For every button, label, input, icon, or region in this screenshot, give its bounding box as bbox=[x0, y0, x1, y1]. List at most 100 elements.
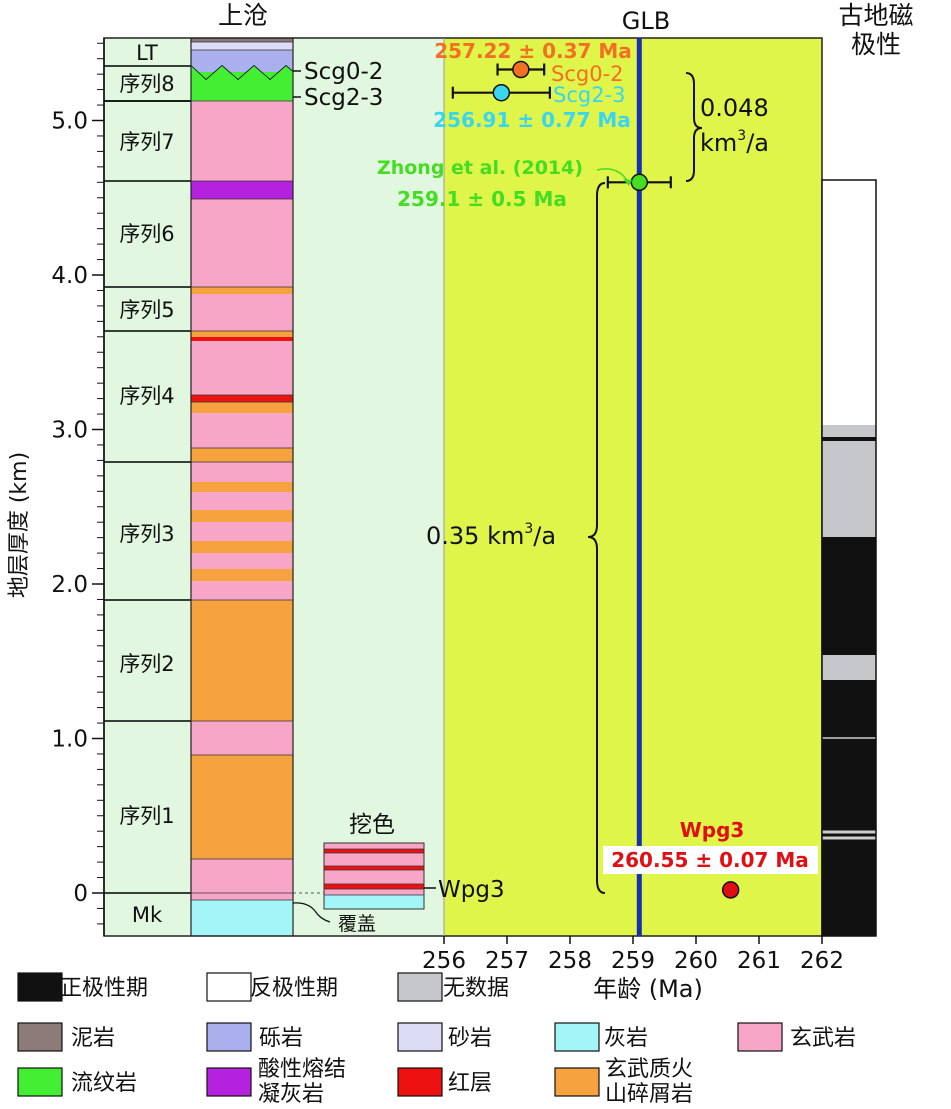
x-tick-label: 262 bbox=[800, 948, 844, 974]
legend-swatch-r2-0 bbox=[17, 1022, 63, 1052]
zhong-ref-label: Zhong et al. (2014) bbox=[377, 157, 583, 179]
litho-layer-basalt bbox=[191, 859, 293, 893]
upper-rate-unit: km3/a bbox=[700, 128, 769, 157]
upper-rate-value: 0.048 bbox=[700, 94, 769, 122]
unit-label-seq2: 序列2 bbox=[119, 652, 174, 676]
unit-label-seq8: 序列8 bbox=[119, 72, 174, 96]
litho-layer-redbed bbox=[191, 395, 293, 402]
y-axis-label: 地层厚度 (km) bbox=[7, 452, 32, 598]
wase-layer-redbed bbox=[324, 866, 424, 870]
y-axis: 0 1.0 2.0 3.0 4.0 5.0 bbox=[51, 38, 105, 936]
x-axis-label: 年龄 (Ma) bbox=[593, 975, 703, 1003]
x-tick-label: 256 bbox=[422, 948, 466, 974]
polarity-band-normal bbox=[822, 437, 876, 441]
x-axis: 256 257 258 259 260 261 262 bbox=[422, 936, 844, 974]
zhong-arrow-head bbox=[623, 179, 632, 186]
zigzag-fill bbox=[191, 66, 293, 82]
y-tick-label: 4.0 bbox=[51, 263, 88, 289]
legend-label-r3-3-a: 玄武质火 bbox=[605, 1057, 693, 1082]
litho-layer-basalt bbox=[191, 893, 293, 900]
polarity-band-reverse bbox=[822, 180, 876, 425]
litho-layer-volcaniclastic bbox=[191, 600, 293, 721]
litho-layer-sandstone bbox=[191, 42, 293, 50]
unit-label-lt: LT bbox=[136, 41, 158, 65]
glb-label: GLB bbox=[622, 7, 670, 35]
scg02-point-label: Scg0-2 bbox=[551, 62, 624, 86]
litho-layer-basalt bbox=[191, 199, 293, 287]
paleomag-frame bbox=[821, 179, 877, 937]
legend-swatch-r3-0 bbox=[17, 1067, 63, 1097]
legend-label-r3-0: 流纹岩 bbox=[71, 1071, 137, 1096]
y-tick-label: 1.0 bbox=[51, 727, 88, 753]
litho-layer-tuff bbox=[191, 181, 293, 199]
unit-label-seq6: 序列6 bbox=[119, 222, 174, 246]
legend-swatch-0 bbox=[17, 972, 63, 1002]
y-tick-label: 0 bbox=[73, 881, 88, 907]
age-data-points bbox=[451, 60, 740, 899]
wpg3-age-label-bg bbox=[603, 846, 818, 874]
wase-layer-basalt bbox=[324, 870, 424, 884]
litho-layer-basalt bbox=[191, 581, 293, 600]
section-title: 上沧 bbox=[218, 1, 268, 30]
wase-layer-basalt bbox=[324, 853, 424, 866]
litho-layer-volcaniclastic bbox=[191, 569, 293, 581]
litho-layer-basalt bbox=[191, 341, 293, 395]
scg02-side-label: Scg0-2 bbox=[304, 59, 383, 85]
legend-label-1: 反极性期 bbox=[250, 976, 338, 1001]
lithology-column bbox=[190, 38, 294, 936]
polarity-band-nodata bbox=[822, 441, 876, 537]
y-tick-label: 2.0 bbox=[51, 572, 88, 598]
legend-swatch-r2-2 bbox=[397, 1022, 443, 1052]
wase-inset-column bbox=[323, 842, 425, 910]
x-tick-label: 259 bbox=[611, 948, 655, 974]
upper-rate-brace bbox=[685, 72, 703, 182]
polarity-band-normal bbox=[822, 680, 876, 936]
data-point-0 bbox=[512, 60, 530, 79]
y-tick-label: 3.0 bbox=[51, 418, 88, 444]
legend-swatch-1 bbox=[206, 972, 252, 1002]
legend-swatch-r2-1 bbox=[206, 1022, 252, 1052]
wase-frame bbox=[323, 842, 425, 910]
paleomag-column bbox=[821, 179, 877, 937]
x-tick-label: 257 bbox=[485, 948, 529, 974]
scg02-age-label: 257.22 ± 0.37 Ma bbox=[434, 39, 632, 63]
legend-label-r2-1: 砾岩 bbox=[259, 1026, 303, 1051]
legend-swatch-r3-3 bbox=[554, 1067, 600, 1097]
legend-label-r3-1-b: 凝灰岩 bbox=[258, 1082, 324, 1107]
litho-layer-basalt bbox=[191, 721, 293, 755]
legend-swatch-r3-1 bbox=[206, 1067, 252, 1097]
litho-layer-volcaniclastic bbox=[191, 331, 293, 337]
litho-layer-basalt bbox=[191, 522, 293, 541]
wase-layer-redbed bbox=[324, 884, 424, 889]
litho-layer-basalt bbox=[191, 553, 293, 569]
y-tick-label: 5.0 bbox=[51, 109, 88, 135]
unit-label-seq1: 序列1 bbox=[119, 804, 174, 828]
polarity-band-nodata bbox=[822, 425, 876, 437]
wpg3-point-label: Wpg3 bbox=[680, 818, 745, 842]
litho-layer-basalt bbox=[191, 294, 293, 331]
litho-layer-volcaniclastic bbox=[191, 510, 293, 522]
litho-layer-volcaniclastic bbox=[191, 755, 293, 859]
zhong-age-label: 259.1 ± 0.5 Ma bbox=[397, 187, 567, 211]
data-point-1 bbox=[492, 83, 511, 102]
wase-layer-basalt bbox=[324, 843, 424, 849]
unit-label-mk: Mk bbox=[132, 903, 163, 927]
legend-label-r2-2: 砂岩 bbox=[448, 1026, 492, 1051]
legend-label-r2-0: 泥岩 bbox=[71, 1026, 115, 1051]
legend-label-r3-3-b: 山碎屑岩 bbox=[605, 1082, 693, 1107]
x-tick-label: 261 bbox=[737, 948, 781, 974]
legend-swatch-r2-4 bbox=[737, 1022, 783, 1052]
scg23-side-label: Scg2-3 bbox=[304, 85, 383, 111]
litho-layer-volcaniclastic bbox=[191, 402, 293, 413]
polarity-band-nodata bbox=[822, 655, 876, 680]
lower-rate-brace bbox=[587, 182, 606, 894]
legend-swatch-r2-3 bbox=[554, 1022, 600, 1052]
unit-label-seq3: 序列3 bbox=[119, 522, 174, 546]
litho-layer-redbed bbox=[191, 337, 293, 341]
data-point-2 bbox=[630, 173, 649, 192]
x-tick-label: 260 bbox=[674, 948, 718, 974]
litho-layer-limestone bbox=[191, 900, 293, 936]
cover-leader bbox=[292, 902, 331, 923]
scg23-point-label: Scg2-3 bbox=[553, 83, 626, 107]
